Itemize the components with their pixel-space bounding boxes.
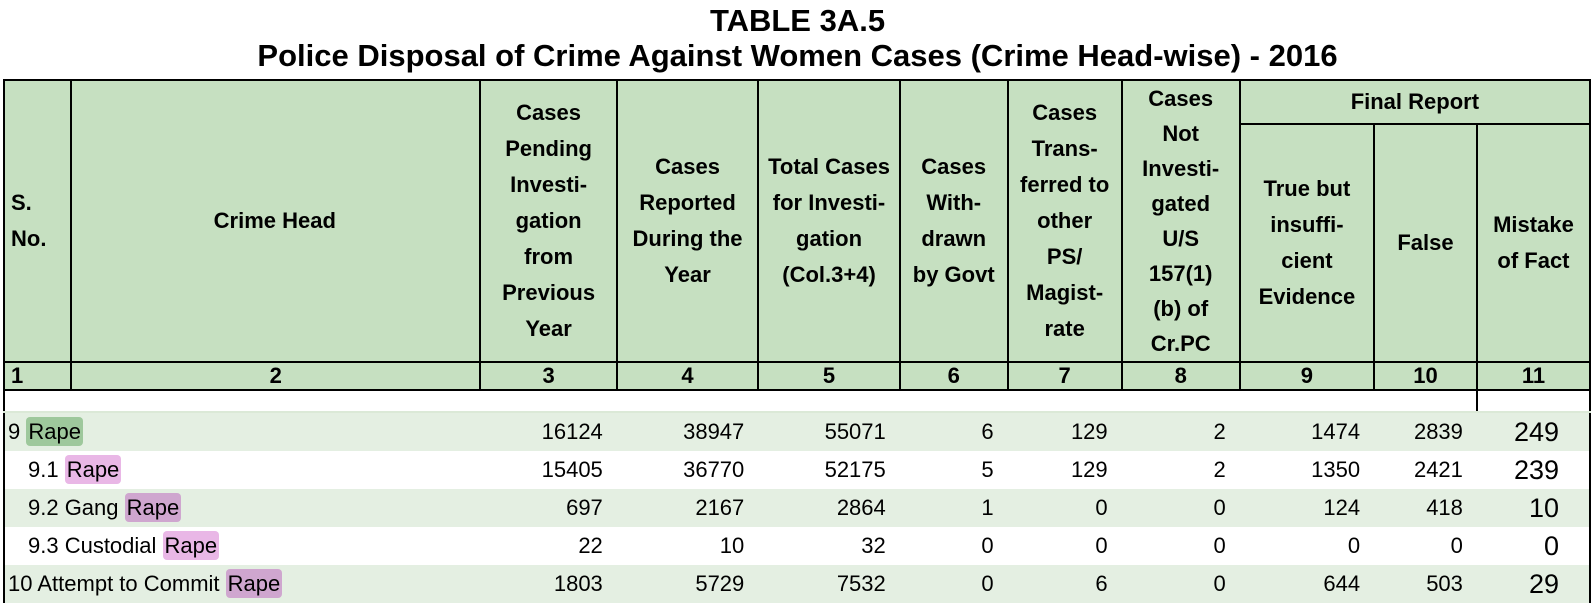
colnum: 1 <box>2 361 73 391</box>
highlight-mark: Rape <box>64 455 122 484</box>
value-cell: 52175 <box>758 451 900 489</box>
highlight-mark: Rape <box>225 569 283 598</box>
header-true-insufficient: True but insuffi-cient Evidence <box>1238 123 1376 363</box>
value-cell: 418 <box>1374 489 1477 527</box>
value-cell: 15405 <box>480 451 617 489</box>
value-cell: 0 <box>1374 527 1477 565</box>
column-number-row: 1 2 3 4 5 6 7 8 9 10 11 <box>2 361 1592 391</box>
value-cell: 1803 <box>480 565 617 603</box>
value-cell: 0 <box>1121 489 1240 527</box>
value-cell: 6 <box>1007 565 1122 603</box>
value-cell: 129 <box>1007 451 1122 489</box>
header-reported: Cases Reported During the Year <box>615 79 760 363</box>
crime-head-cell: 9.3 Custodial Rape <box>2 527 481 565</box>
header-false: False <box>1373 123 1478 363</box>
value-cell: 6 <box>899 412 1008 451</box>
value-cell: 0 <box>899 565 1008 603</box>
value-cell: 10 <box>616 527 759 565</box>
value-cell: 0 <box>1007 527 1122 565</box>
table-row: 10 Attempt to Commit Rape 1803 5729 7532… <box>2 565 1592 603</box>
header-transferred: Cases Trans-ferred to other PS/Magist-rate <box>1006 79 1123 363</box>
table-row: 9.3 Custodial Rape 22 10 32 0 0 0 0 0 0 <box>2 527 1592 565</box>
header-crime-head: Crime Head <box>70 79 482 363</box>
value-cell: 1474 <box>1239 412 1375 451</box>
colnum: 5 <box>757 361 901 391</box>
value-cell: 1350 <box>1239 451 1375 489</box>
crime-head-cell: 10 Attempt to Commit Rape <box>2 565 481 603</box>
colnum: 6 <box>898 361 1009 391</box>
header-final-report: Final Report <box>1238 79 1592 125</box>
highlight-mark: Rape <box>124 493 182 522</box>
value-cell: 0 <box>1121 565 1240 603</box>
value-cell: 697 <box>480 489 617 527</box>
table-subtitle: Police Disposal of Crime Against Women C… <box>257 38 1338 73</box>
value-cell: 0 <box>1007 489 1122 527</box>
colnum: 10 <box>1373 361 1478 391</box>
header-withdrawn: Cases With-drawn by Govt <box>898 79 1009 363</box>
value-cell: 32 <box>758 527 900 565</box>
header-total: Total Cases for Investi-gation (Col.3+4) <box>757 79 901 363</box>
value-cell: 2 <box>1121 451 1240 489</box>
value-cell: 2839 <box>1374 412 1477 451</box>
value-cell: 0 <box>1239 527 1375 565</box>
value-cell: 36770 <box>616 451 759 489</box>
header-mistake: Mistake of Fact <box>1475 123 1592 363</box>
value-cell: 5 <box>899 451 1008 489</box>
value-cell: 129 <box>1007 412 1122 451</box>
value-cell: 2 <box>1121 412 1240 451</box>
value-cell: 29 <box>1476 565 1592 603</box>
value-cell: 249 <box>1476 412 1592 451</box>
table-row: 9.1 Rape 15405 36770 52175 5 129 2 1350 … <box>2 451 1592 489</box>
value-cell: 0 <box>1476 527 1592 565</box>
colnum: 2 <box>70 361 482 391</box>
value-cell: 239 <box>1476 451 1592 489</box>
value-cell: 1 <box>899 489 1008 527</box>
value-cell: 2864 <box>758 489 900 527</box>
colnum: 8 <box>1120 361 1241 391</box>
table-title: TABLE 3A.5 <box>709 3 886 38</box>
colnum: 4 <box>615 361 760 391</box>
table-row: 9.2 Gang Rape 697 2167 2864 1 0 0 124 41… <box>2 489 1592 527</box>
title-block: TABLE 3A.5 Police Disposal of Crime Agai… <box>0 0 1595 74</box>
colnum: 7 <box>1006 361 1123 391</box>
value-cell: 55071 <box>758 412 900 451</box>
crime-head-cell: 9 Rape <box>2 412 481 451</box>
header-sno: S. No. <box>2 79 73 363</box>
colnum: 3 <box>479 361 618 391</box>
value-cell: 124 <box>1239 489 1375 527</box>
value-cell: 0 <box>899 527 1008 565</box>
highlight-mark: Rape <box>26 417 83 446</box>
value-cell: 0 <box>1121 527 1240 565</box>
value-cell: 2167 <box>616 489 759 527</box>
value-cell: 5729 <box>616 565 759 603</box>
header-pending: Cases Pending Investi-gation from Previous Ye… <box>479 79 618 363</box>
crime-head-cell: 9.2 Gang Rape <box>2 489 481 527</box>
table-row: 9 Rape 16124 38947 55071 6 129 2 1474 28… <box>2 412 1592 451</box>
value-cell: 22 <box>480 527 617 565</box>
colnum: 9 <box>1238 361 1376 391</box>
highlight-mark: Rape <box>162 531 220 560</box>
value-cell: 503 <box>1374 565 1477 603</box>
value-cell: 38947 <box>616 412 759 451</box>
colnum: 11 <box>1475 361 1592 391</box>
value-cell: 2421 <box>1374 451 1477 489</box>
spacer-row <box>3 390 1592 413</box>
police-disposal-table: S. No. Crime Head Cases Pending Investi-ga… <box>2 79 1592 603</box>
value-cell: 16124 <box>480 412 617 451</box>
value-cell: 7532 <box>758 565 900 603</box>
header-not-investigated: Cases Not Investi-gated U/S 157(1) (b) of Cr.P… <box>1120 79 1241 363</box>
value-cell: 644 <box>1239 565 1375 603</box>
value-cell: 10 <box>1476 489 1592 527</box>
crime-head-cell: 9.1 Rape <box>2 451 481 489</box>
